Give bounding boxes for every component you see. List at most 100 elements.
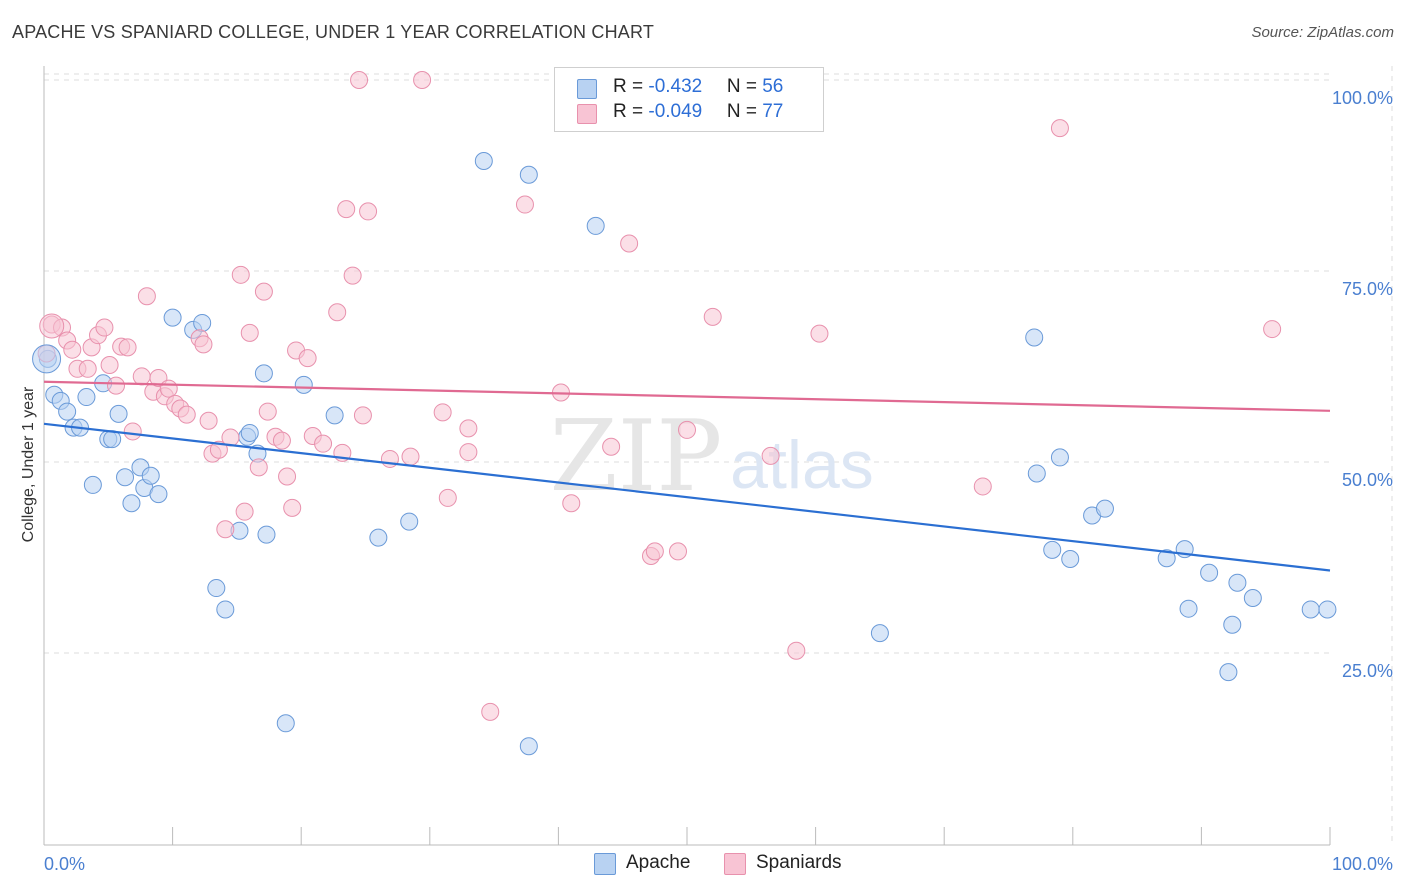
spaniards-point: [194, 335, 213, 354]
spaniards-point: [620, 234, 639, 253]
x-tick-label: 0.0%: [44, 854, 85, 874]
apache-point: [1095, 499, 1114, 518]
apache-point: [1318, 600, 1337, 619]
y-axis-title: College, Under 1 year: [20, 386, 37, 542]
y-tick-label: 25.0%: [1342, 661, 1393, 681]
spaniards-point: [668, 542, 687, 561]
spaniards-point: [63, 340, 82, 359]
chart-title: APACHE VS SPANIARD COLLEGE, UNDER 1 YEAR…: [12, 22, 655, 42]
spaniards-point: [78, 359, 97, 378]
apache-point: [109, 404, 128, 423]
apache-point: [1200, 563, 1219, 582]
apache-point: [254, 364, 273, 383]
apache-legend-swatch: [594, 853, 616, 875]
x-tick-label: 100.0%: [1332, 854, 1393, 874]
apache-point: [207, 579, 226, 598]
spaniards-point: [235, 502, 254, 521]
apache-swatch: [577, 79, 597, 99]
spaniards-point: [459, 419, 478, 438]
apache-n-value: 56: [762, 76, 784, 97]
data-points: [32, 71, 1337, 756]
spaniards-point: [602, 437, 621, 456]
spaniards-point: [761, 446, 780, 465]
axis-labels: 25.0% 50.0% 75.0% 100.0% 0.0% 100.0% College, …: [20, 88, 1393, 874]
apache-point: [1243, 588, 1262, 607]
apache-point: [1223, 615, 1242, 634]
source-credit: Source: ZipAtlas.com: [1251, 24, 1394, 41]
watermark-zip: ZIP: [550, 400, 723, 514]
apache-point: [58, 402, 77, 421]
apache-point: [257, 525, 276, 544]
apache-point: [240, 423, 259, 442]
apache-point: [400, 512, 419, 531]
spaniards-point: [353, 406, 372, 425]
apache-point: [141, 466, 160, 485]
apache-point: [519, 737, 538, 756]
spaniards-point: [1050, 119, 1069, 138]
apache-point: [1219, 663, 1238, 682]
spaniards-swatch: [577, 104, 597, 124]
spaniards-point: [258, 402, 277, 421]
y-tick-label: 50.0%: [1342, 470, 1393, 490]
spaniards-point: [433, 403, 452, 422]
apache-point: [163, 308, 182, 327]
apache-point: [193, 313, 212, 332]
apache-trend-line: [43, 422, 1331, 572]
spaniards-point: [438, 488, 457, 507]
spaniards-trend-line: [43, 380, 1331, 412]
spaniards-point: [177, 405, 196, 424]
spaniards-point: [240, 323, 259, 342]
spaniards-point: [703, 307, 722, 326]
spaniards-point: [459, 443, 478, 462]
apache-point: [1179, 599, 1198, 618]
axes: [43, 66, 1331, 846]
apache-point: [1025, 328, 1044, 347]
spaniards-point: [231, 265, 250, 284]
spaniards-point: [107, 376, 126, 395]
apache-point: [83, 475, 102, 494]
spaniards-point: [401, 447, 420, 466]
spaniards-point: [283, 498, 302, 517]
spaniards-n-value: 77: [762, 101, 784, 122]
apache-point: [149, 485, 168, 504]
spaniards-point: [328, 303, 347, 322]
spaniards-point: [787, 641, 806, 660]
apache-r-value: -0.432: [648, 76, 703, 97]
watermark: ZIP atlas: [550, 400, 874, 514]
apache-point: [77, 388, 96, 407]
spaniards-point: [199, 411, 218, 430]
spaniards-point: [350, 71, 369, 89]
apache-point: [116, 468, 135, 487]
apache-r-label: R =: [613, 76, 649, 97]
apache-point: [870, 624, 889, 643]
spaniards-point: [481, 702, 500, 721]
spaniards-point: [100, 355, 119, 374]
spaniards-point: [515, 195, 534, 214]
spaniards-legend-label: Spaniards: [756, 852, 842, 873]
spaniards-point: [645, 542, 664, 561]
spaniards-point: [298, 349, 317, 368]
y-tick-label: 75.0%: [1342, 279, 1393, 299]
spaniards-stats: R = -0.049 N = 77: [613, 101, 783, 123]
apache-point: [474, 151, 493, 170]
spaniards-point: [278, 467, 297, 486]
spaniards-point: [337, 200, 356, 219]
spaniards-point: [314, 434, 333, 453]
watermark-atlas: atlas: [730, 427, 874, 503]
spaniards-point: [359, 202, 378, 221]
spaniards-point: [118, 338, 137, 357]
spaniards-point: [95, 318, 114, 337]
spaniards-point: [973, 477, 992, 496]
spaniards-point: [810, 324, 829, 343]
series-legend: Apache Spaniards: [0, 852, 1406, 878]
apache-point: [1027, 464, 1046, 483]
apache-point: [1157, 549, 1176, 568]
spaniards-point: [209, 440, 228, 459]
apache-point: [276, 714, 295, 733]
spaniards-n-label: N =: [726, 101, 763, 122]
apache-point: [1061, 550, 1080, 569]
spaniards-point: [1263, 320, 1282, 339]
spaniards-r-label: R =: [613, 101, 649, 122]
spaniards-r-value: -0.049: [648, 101, 703, 122]
apache-point: [32, 344, 62, 374]
